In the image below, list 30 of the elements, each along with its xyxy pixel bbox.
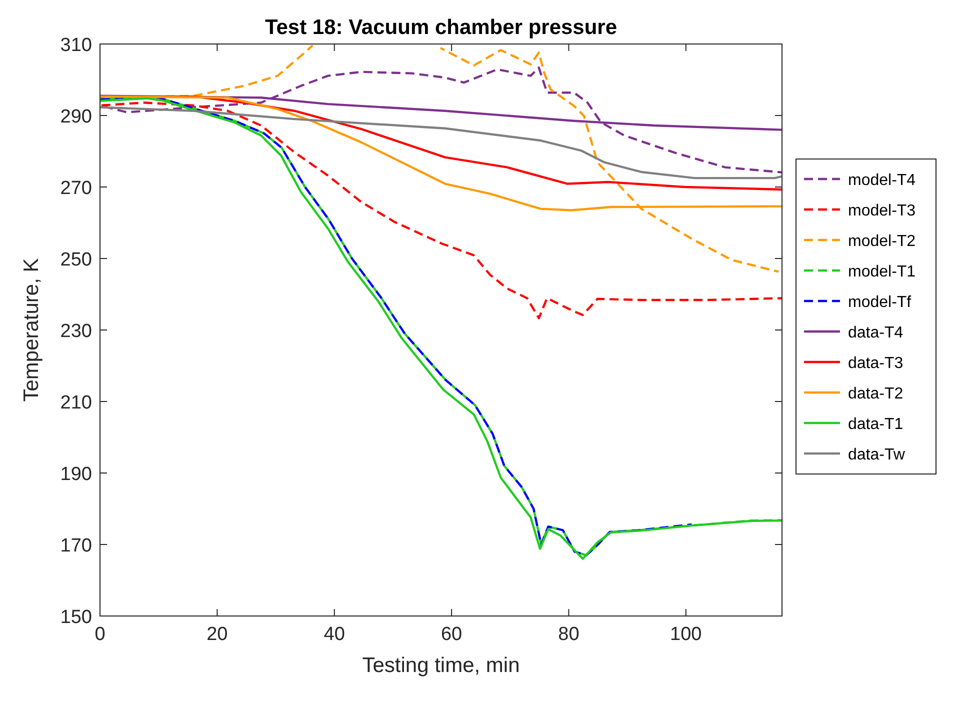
- legend-label: data-T1: [848, 416, 904, 433]
- line-series: [100, 106, 782, 180]
- y-axis-title: Temperature, K: [20, 258, 43, 402]
- legend-label: model-Tf: [848, 294, 912, 311]
- x-tick-label: 20: [206, 624, 228, 645]
- x-tick-label: 0: [94, 624, 106, 645]
- x-tick-label: 40: [324, 624, 345, 645]
- legend-label: model-T1: [848, 264, 916, 280]
- x-tick-label: 80: [558, 624, 580, 645]
- y-tick-label: 230: [60, 321, 92, 342]
- legend-label: data-T3: [848, 355, 904, 372]
- y-tick-label: 170: [60, 536, 92, 556]
- legend-label: data-T2: [848, 386, 904, 402]
- x-tick-label: 100: [670, 624, 702, 645]
- line-series: [100, 102, 782, 320]
- legend-label: data-T4: [848, 324, 904, 342]
- legend-label: data-Tw: [848, 446, 906, 464]
- x-axis-title: Testing time, min: [362, 654, 520, 677]
- y-tick-label: 150: [60, 607, 92, 628]
- y-tick-label: 310: [60, 35, 92, 56]
- legend-label: model-T4: [848, 172, 916, 189]
- y-tick-label: 190: [60, 464, 92, 485]
- y-tick-label: 290: [60, 106, 92, 128]
- y-tick-label: 270: [60, 178, 92, 199]
- y-tick-label: 210: [60, 392, 92, 414]
- y-tick-label: 250: [60, 250, 92, 270]
- legend-label: model-T2: [848, 233, 916, 250]
- x-tick-label: 60: [440, 624, 462, 645]
- chart-title: Test 18: Vacuum chamber pressure: [264, 16, 618, 39]
- legend-label: model-T3: [848, 202, 916, 220]
